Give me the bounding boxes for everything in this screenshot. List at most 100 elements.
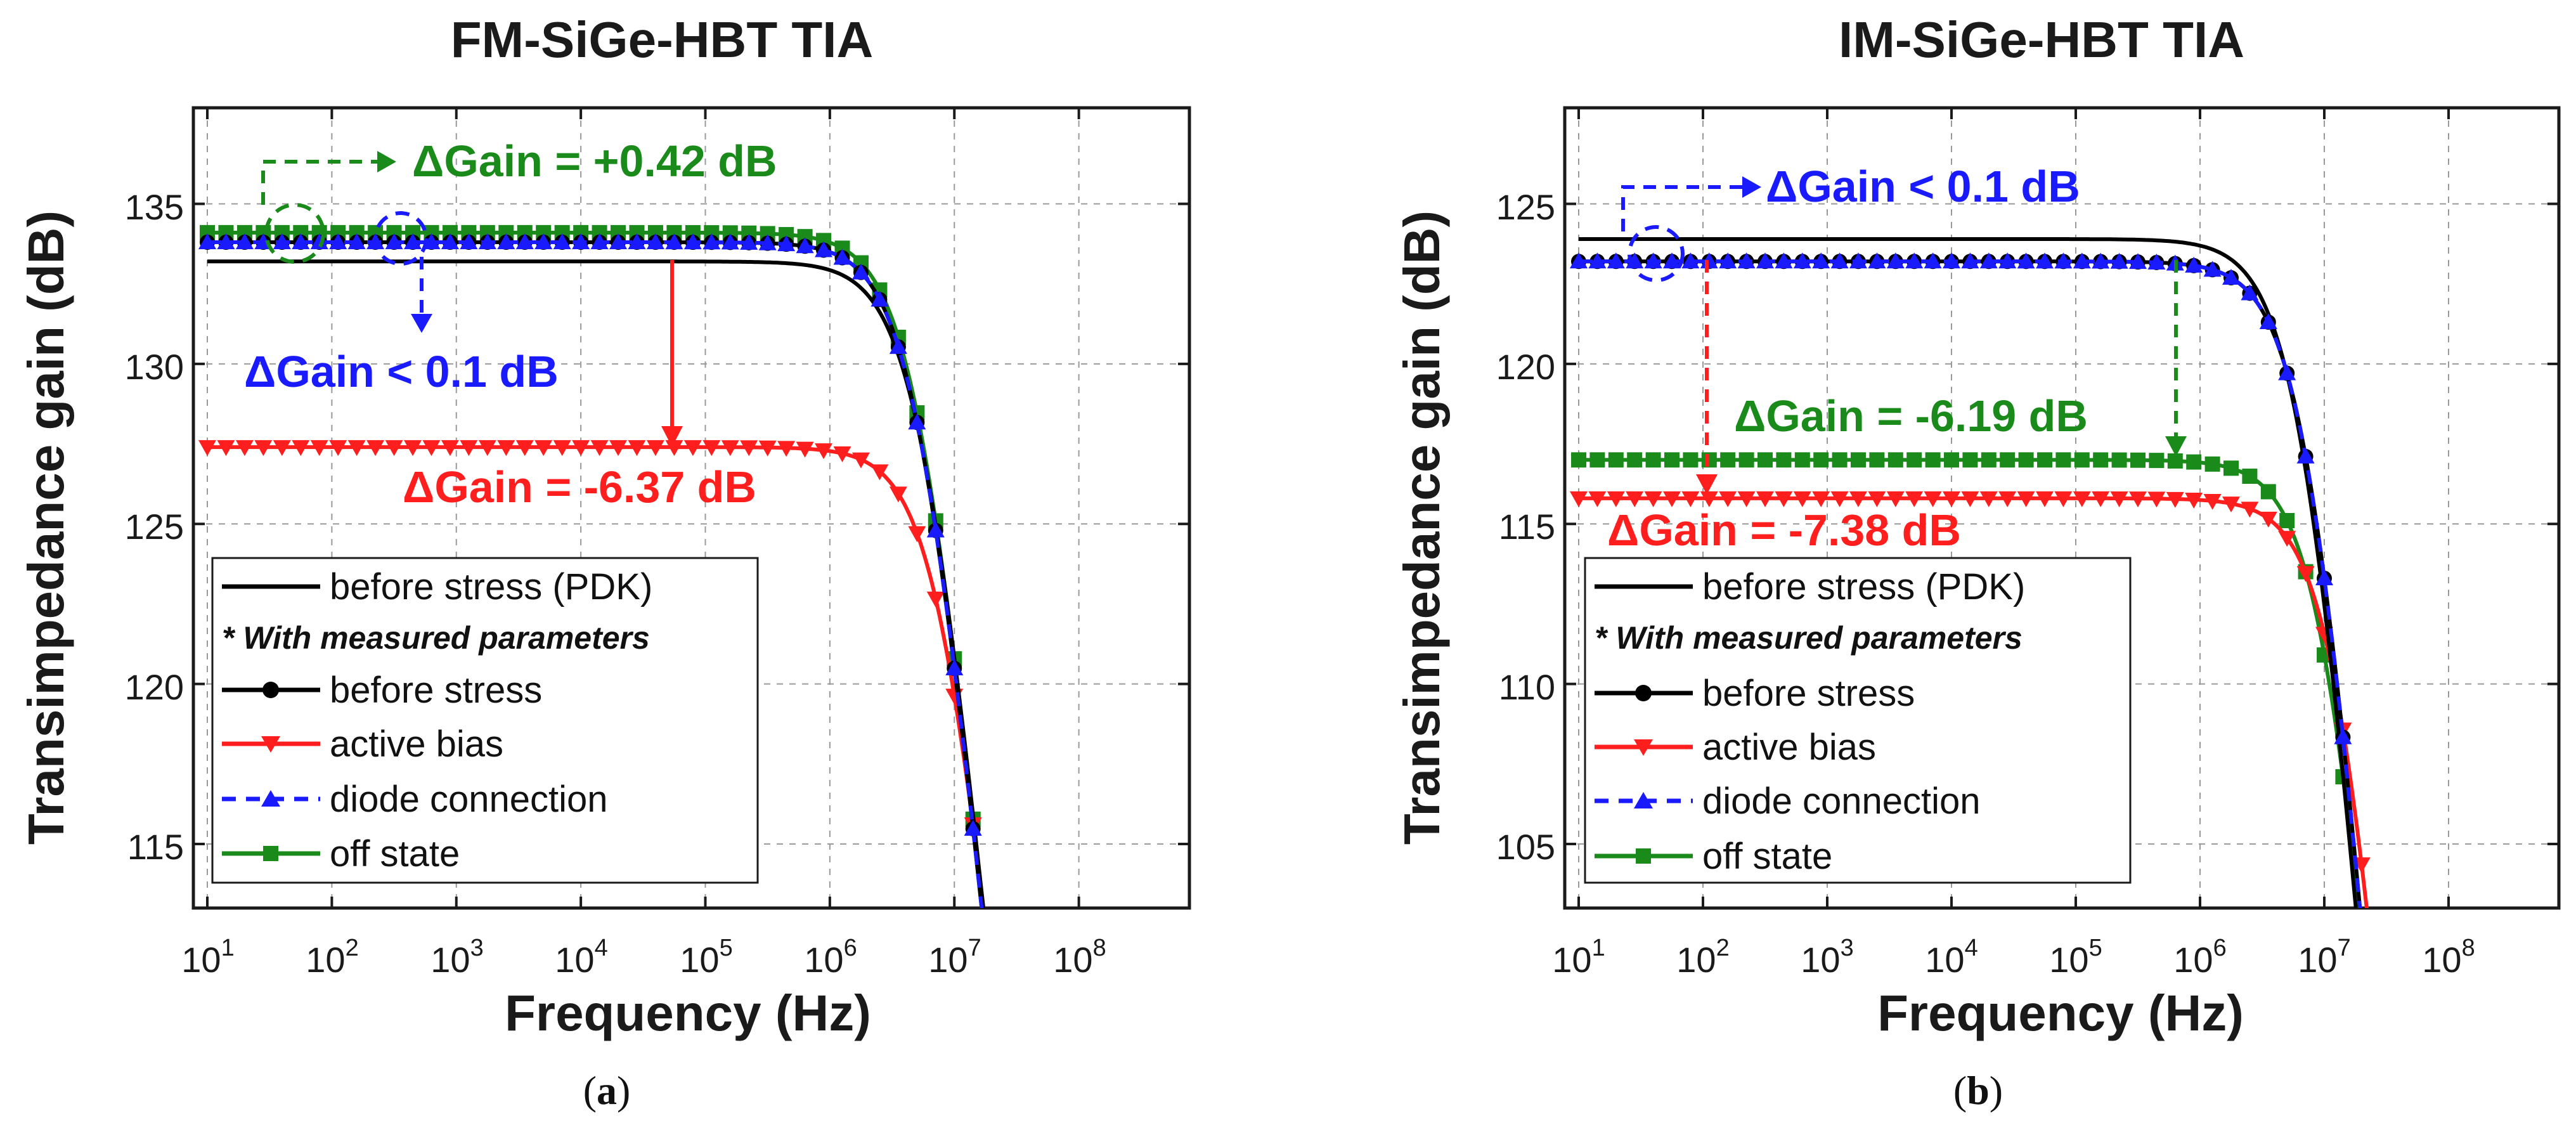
x-tick-labels: 101 102 103 104 105 106 107 108	[181, 935, 1106, 980]
annotation-label: ΔGain < 0.1 dB	[244, 347, 559, 396]
data-point	[721, 440, 739, 457]
data-point	[1905, 252, 1924, 269]
data-point	[1775, 252, 1793, 269]
data-point	[1962, 452, 1978, 468]
data-point	[2110, 491, 2128, 507]
data-point	[1571, 452, 1586, 468]
series-before-stress-pdk-	[207, 259, 985, 908]
data-point	[404, 233, 422, 250]
data-point	[2166, 491, 2184, 508]
data-point	[2185, 492, 2203, 509]
arrow-head	[661, 426, 683, 447]
data-point	[628, 233, 646, 250]
data-point	[572, 440, 590, 457]
data-point	[478, 233, 496, 250]
data-point	[908, 526, 926, 542]
data-point	[235, 440, 254, 457]
y-tick-label: 130	[125, 347, 184, 387]
legend-label: before stress	[330, 670, 542, 711]
x-tick-label: 101	[181, 935, 234, 980]
data-point	[385, 440, 403, 457]
data-point	[217, 233, 235, 250]
data-point	[198, 233, 216, 250]
y-tick-labels: 115 120 125 130 135	[125, 187, 184, 867]
annotation-arrow	[1621, 185, 1747, 231]
data-point	[758, 234, 777, 250]
data-point	[1979, 252, 1998, 269]
data-point	[553, 440, 571, 457]
data-point	[366, 440, 385, 457]
data-point	[2354, 918, 2369, 933]
y-tick-label: 105	[1496, 827, 1555, 867]
data-point	[590, 233, 609, 250]
data-point	[2167, 453, 2183, 469]
annotation-active: ΔGain = -7.38 dB	[1607, 260, 1961, 555]
data-point	[2222, 497, 2240, 513]
data-point	[422, 440, 441, 457]
data-point	[2110, 252, 2128, 269]
axis-ticks	[193, 108, 1189, 908]
highlight-circle	[1628, 225, 1685, 282]
data-point	[2204, 456, 2220, 472]
data-point	[1589, 452, 1605, 468]
data-point	[1756, 252, 1774, 269]
circle-marker	[1635, 685, 1652, 701]
data-point	[1832, 452, 1848, 468]
data-point	[2353, 916, 2371, 932]
data-point	[926, 592, 945, 608]
data-point	[385, 233, 403, 250]
data-point	[2129, 253, 2147, 269]
legend-label: before stress (PDK)	[1702, 566, 2025, 607]
data-point	[2334, 728, 2352, 744]
data-point	[1813, 452, 1829, 468]
x-tick-label: 102	[306, 935, 358, 980]
triangle-down-marker	[1634, 739, 1653, 756]
data-point	[2073, 252, 2091, 269]
data-point	[1701, 452, 1717, 468]
data-point	[1700, 491, 1718, 507]
annotation-label: ΔGain < 0.1 dB	[1766, 162, 2080, 211]
data-point	[1775, 491, 1793, 507]
data-point	[1608, 452, 1624, 468]
data-point	[1757, 452, 1773, 468]
data-point	[628, 440, 646, 457]
data-point	[572, 233, 590, 250]
y-tick-label: 125	[1496, 187, 1555, 227]
series-diode-connection	[198, 233, 984, 908]
series-layer	[198, 224, 986, 908]
x-tick-label: 107	[928, 935, 981, 980]
data-point	[1925, 452, 1941, 468]
annotation-label: ΔGain = -6.37 dB	[403, 462, 756, 512]
legend-label: active bias	[1702, 727, 1876, 768]
data-point	[1868, 252, 1886, 269]
data-point	[1849, 491, 1867, 507]
data-point	[310, 233, 328, 250]
data-point	[2073, 491, 2091, 507]
arrow-head	[1696, 474, 1718, 495]
data-point	[2185, 256, 2203, 273]
annotation-label: ΔGain = -7.38 dB	[1607, 505, 1961, 555]
data-point	[2074, 452, 2090, 468]
data-point	[1719, 491, 1737, 507]
panel-b: IM-SiGe-HBT TIA Transimpedance gain (dB)…	[1394, 11, 2561, 1113]
data-point	[2278, 531, 2296, 547]
data-point	[2259, 313, 2277, 330]
data-point	[1644, 491, 1662, 507]
x-tick-label: 104	[1925, 935, 1977, 980]
annotation-offstate: ΔGain = +0.42 dB	[261, 136, 777, 264]
data-point	[273, 233, 291, 250]
data-point	[1776, 452, 1792, 468]
data-point	[2054, 491, 2073, 507]
legend-box	[1584, 557, 2132, 884]
highlight-circle	[264, 203, 325, 264]
data-point	[1886, 252, 1905, 269]
data-point	[683, 440, 702, 457]
square-marker	[1636, 848, 1651, 864]
data-point	[1924, 252, 1942, 269]
legend-label: active bias	[330, 724, 503, 765]
data-point	[1719, 252, 1737, 269]
data-point	[871, 464, 889, 481]
data-point	[1851, 452, 1866, 468]
data-point	[1720, 452, 1736, 468]
